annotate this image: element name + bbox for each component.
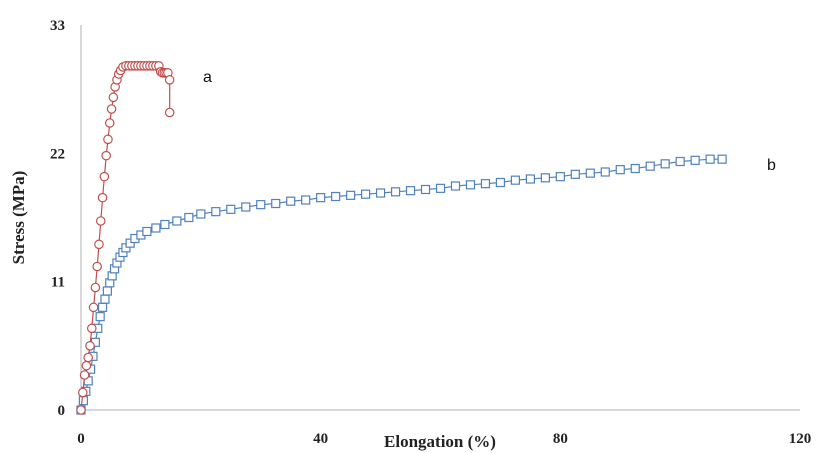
series-b-point xyxy=(151,223,161,233)
series-b-point xyxy=(717,154,727,164)
series-b-point xyxy=(102,286,112,296)
series-b-point xyxy=(390,187,401,197)
series-b-point xyxy=(525,174,535,184)
y-tick-label: 0 xyxy=(58,403,66,419)
series-a-point xyxy=(101,150,111,161)
series-a-point xyxy=(92,261,102,272)
series-b-point xyxy=(196,209,206,219)
series-b-point xyxy=(630,163,640,174)
series-a-point xyxy=(83,352,93,363)
series-a-point xyxy=(95,216,106,226)
series-b-point xyxy=(316,193,326,203)
series-a-point xyxy=(81,360,92,371)
x-axis-title: Elongation (%) xyxy=(384,432,496,451)
series-b-point xyxy=(405,186,416,196)
series-b-point xyxy=(615,165,625,175)
series-a-point xyxy=(106,104,117,114)
x-tick-label: 40 xyxy=(313,431,328,447)
series-b-point xyxy=(450,181,461,191)
series-a-point xyxy=(77,387,88,398)
series-b-point xyxy=(361,189,371,199)
series-a xyxy=(76,61,175,415)
axes xyxy=(80,25,800,411)
series-b-point xyxy=(420,184,431,195)
series-a-point xyxy=(85,341,95,351)
series-b-point xyxy=(645,161,655,171)
series-b-point xyxy=(331,191,341,202)
series-b-point xyxy=(142,226,152,237)
series-b-point xyxy=(675,156,685,167)
series-a-point xyxy=(94,239,104,250)
series-a-point xyxy=(86,323,97,334)
y-tick-labels: 0 11 22 33 xyxy=(50,18,65,419)
series-b-point xyxy=(78,396,88,406)
series-b-point xyxy=(226,204,236,214)
series-a-point xyxy=(104,118,115,128)
series-b-point xyxy=(241,202,251,212)
series-a-label: a xyxy=(203,69,212,86)
x-tick-label: 120 xyxy=(789,431,812,447)
x-tick-labels: 0 40 80 120 xyxy=(77,431,811,447)
series-b-point xyxy=(125,238,135,248)
series-b-point xyxy=(465,180,476,190)
series-b-point xyxy=(375,188,386,198)
series-b-point xyxy=(172,216,182,226)
series-b-point xyxy=(100,294,110,304)
series-a-point xyxy=(79,370,90,380)
series-b-point xyxy=(480,179,491,189)
series-b xyxy=(76,154,727,415)
y-tick-label: 33 xyxy=(50,18,65,34)
series-a-point xyxy=(76,405,86,415)
series-b-point xyxy=(660,159,670,169)
series-a-point xyxy=(90,282,101,293)
y-tick-label: 22 xyxy=(50,146,65,162)
series-b-point xyxy=(585,168,595,178)
series-b-point xyxy=(570,169,580,179)
series-a-point xyxy=(99,171,110,182)
y-axis-title: Stress (MPa) xyxy=(9,171,28,265)
series-b-point xyxy=(286,196,296,206)
series-b-point xyxy=(540,173,550,183)
series-a-point xyxy=(103,134,113,145)
x-tick-label: 80 xyxy=(553,431,568,447)
series-b-point xyxy=(256,200,266,210)
series-b-point xyxy=(555,172,565,182)
series-a-point xyxy=(164,75,175,85)
series-b-point xyxy=(97,302,108,312)
series-b-point xyxy=(495,177,506,188)
y-tick-label: 11 xyxy=(51,275,65,291)
series-b-point xyxy=(211,207,221,217)
series-a-point xyxy=(164,107,175,118)
series-b-point xyxy=(271,198,281,209)
series-a-point xyxy=(108,92,119,103)
series-a-point xyxy=(97,192,108,203)
series-b-point xyxy=(184,212,194,223)
series-b-point xyxy=(301,195,311,205)
series-a-point xyxy=(88,302,99,313)
x-tick-label: 0 xyxy=(77,431,85,447)
series-b-point xyxy=(160,219,170,230)
series-b-point xyxy=(346,190,356,200)
series-b-point xyxy=(690,155,700,165)
series-b-point xyxy=(95,312,105,322)
series-b-point xyxy=(705,154,715,164)
series-b-point xyxy=(600,167,610,177)
series-b-label: b xyxy=(767,157,776,174)
series-b-point xyxy=(510,175,520,185)
series-b-line xyxy=(80,158,723,411)
series-b-point xyxy=(435,183,446,193)
